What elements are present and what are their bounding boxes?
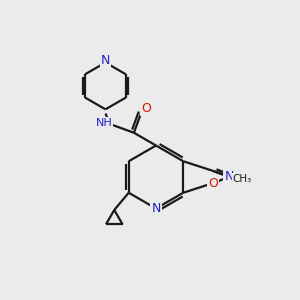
Text: O: O: [208, 176, 218, 190]
Text: NH: NH: [96, 118, 112, 128]
Text: N: N: [151, 202, 161, 215]
Text: N: N: [101, 54, 110, 67]
Text: O: O: [141, 102, 151, 115]
Text: N: N: [224, 170, 234, 184]
Text: CH₃: CH₃: [233, 174, 252, 184]
